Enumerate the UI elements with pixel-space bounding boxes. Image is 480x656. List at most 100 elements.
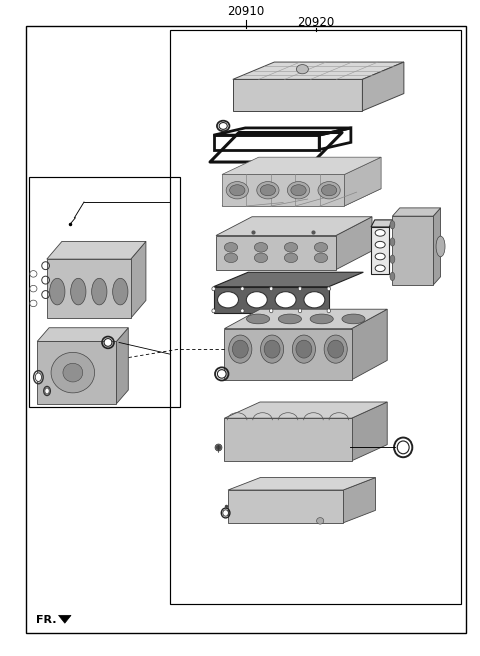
- Ellipse shape: [226, 182, 249, 199]
- Polygon shape: [47, 259, 131, 318]
- Ellipse shape: [375, 230, 385, 236]
- Polygon shape: [116, 328, 128, 403]
- Polygon shape: [222, 189, 381, 206]
- Ellipse shape: [240, 287, 244, 291]
- Polygon shape: [362, 62, 404, 111]
- Ellipse shape: [229, 335, 252, 363]
- Ellipse shape: [390, 220, 395, 229]
- Polygon shape: [222, 174, 345, 206]
- Text: FR.: FR.: [36, 615, 57, 625]
- Polygon shape: [433, 208, 441, 285]
- Ellipse shape: [296, 340, 312, 358]
- Polygon shape: [345, 157, 381, 206]
- Polygon shape: [233, 62, 404, 79]
- Polygon shape: [59, 615, 71, 623]
- Ellipse shape: [390, 272, 395, 281]
- Ellipse shape: [322, 185, 337, 195]
- Polygon shape: [216, 216, 372, 236]
- Polygon shape: [392, 216, 433, 285]
- Ellipse shape: [219, 123, 227, 129]
- Ellipse shape: [310, 314, 333, 324]
- Ellipse shape: [224, 243, 238, 252]
- Ellipse shape: [316, 518, 324, 524]
- Ellipse shape: [254, 243, 268, 252]
- Ellipse shape: [342, 314, 365, 324]
- Ellipse shape: [269, 309, 273, 313]
- Ellipse shape: [284, 253, 298, 262]
- Ellipse shape: [314, 243, 328, 252]
- Ellipse shape: [375, 253, 385, 260]
- Polygon shape: [371, 220, 393, 227]
- Ellipse shape: [314, 253, 328, 262]
- Ellipse shape: [223, 510, 228, 516]
- Ellipse shape: [284, 243, 298, 252]
- Ellipse shape: [397, 441, 409, 454]
- Ellipse shape: [275, 292, 296, 308]
- Ellipse shape: [63, 363, 83, 382]
- Polygon shape: [214, 287, 329, 313]
- Ellipse shape: [246, 292, 267, 308]
- Ellipse shape: [92, 278, 107, 305]
- Ellipse shape: [104, 338, 112, 346]
- Ellipse shape: [224, 253, 238, 262]
- Bar: [29, 177, 180, 407]
- Ellipse shape: [240, 309, 244, 313]
- Bar: [170, 30, 461, 604]
- Ellipse shape: [254, 253, 268, 262]
- Ellipse shape: [327, 309, 331, 313]
- Ellipse shape: [232, 340, 248, 358]
- Polygon shape: [371, 227, 389, 274]
- Polygon shape: [351, 309, 387, 380]
- Ellipse shape: [49, 278, 65, 305]
- Ellipse shape: [212, 309, 216, 313]
- Polygon shape: [351, 402, 387, 461]
- Ellipse shape: [292, 335, 315, 363]
- Ellipse shape: [296, 64, 308, 73]
- Polygon shape: [131, 241, 146, 318]
- Ellipse shape: [278, 314, 301, 324]
- Ellipse shape: [51, 352, 95, 393]
- Ellipse shape: [298, 287, 302, 291]
- Polygon shape: [37, 328, 128, 341]
- Ellipse shape: [318, 182, 340, 199]
- Ellipse shape: [269, 287, 273, 291]
- Polygon shape: [224, 419, 351, 461]
- Ellipse shape: [261, 335, 284, 363]
- Polygon shape: [216, 236, 336, 270]
- Ellipse shape: [291, 185, 306, 195]
- Polygon shape: [343, 478, 375, 523]
- Ellipse shape: [298, 309, 302, 313]
- Ellipse shape: [324, 335, 347, 363]
- Polygon shape: [228, 490, 343, 523]
- Ellipse shape: [288, 182, 310, 199]
- Ellipse shape: [247, 314, 270, 324]
- Ellipse shape: [390, 255, 395, 263]
- Polygon shape: [392, 208, 441, 216]
- Ellipse shape: [375, 241, 385, 248]
- Ellipse shape: [71, 278, 86, 305]
- Ellipse shape: [113, 278, 128, 305]
- Ellipse shape: [217, 292, 239, 308]
- Polygon shape: [224, 402, 387, 419]
- Ellipse shape: [327, 287, 331, 291]
- Ellipse shape: [36, 373, 41, 381]
- Ellipse shape: [390, 238, 395, 246]
- Polygon shape: [47, 241, 146, 259]
- Ellipse shape: [217, 370, 226, 378]
- Polygon shape: [224, 329, 351, 380]
- Polygon shape: [336, 216, 372, 270]
- Ellipse shape: [212, 287, 216, 291]
- Polygon shape: [228, 478, 375, 490]
- Text: 20920: 20920: [297, 16, 335, 29]
- Polygon shape: [214, 272, 363, 287]
- Ellipse shape: [257, 182, 279, 199]
- Polygon shape: [224, 309, 387, 329]
- Ellipse shape: [436, 236, 445, 256]
- Polygon shape: [37, 341, 116, 403]
- Polygon shape: [222, 157, 381, 174]
- Ellipse shape: [264, 340, 280, 358]
- Ellipse shape: [45, 388, 49, 394]
- Ellipse shape: [304, 292, 325, 308]
- Ellipse shape: [260, 185, 276, 195]
- Polygon shape: [233, 79, 362, 111]
